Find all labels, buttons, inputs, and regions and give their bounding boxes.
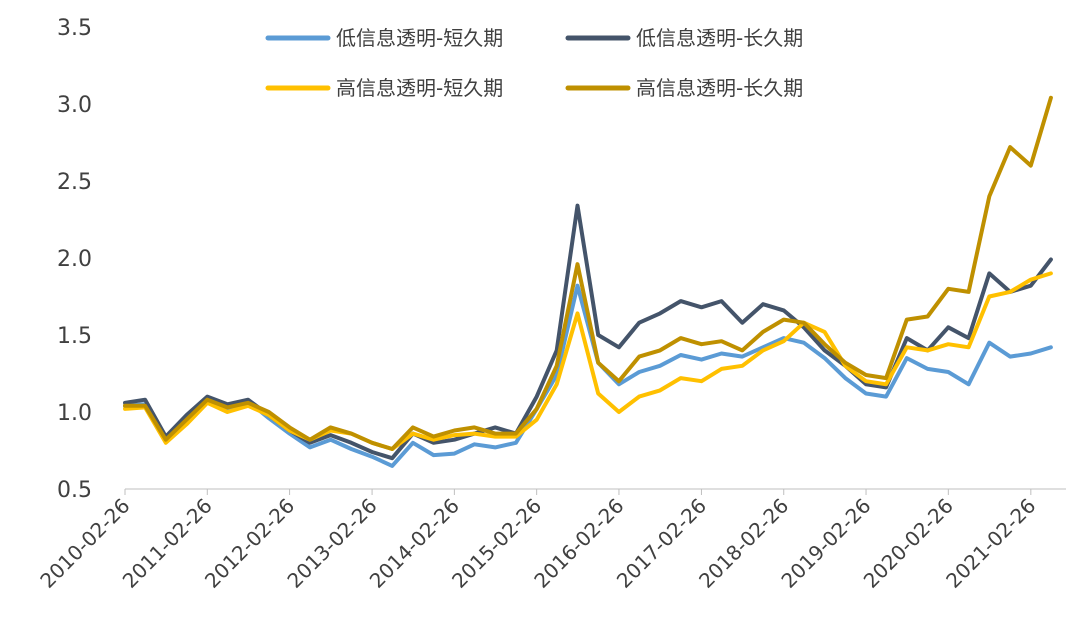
x-axis: 2010-02-262011-02-262012-02-262013-02-26… <box>35 488 1066 593</box>
legend-label: 高信息透明-长久期 <box>636 76 803 100</box>
series-line-4 <box>123 95 1053 451</box>
x-tick-label: 2021-02-26 <box>941 494 1040 593</box>
y-tick-label: 3.0 <box>57 93 92 118</box>
y-tick-label: 3.5 <box>57 16 92 41</box>
y-tick-label: 1.0 <box>57 401 92 426</box>
y-tick-label: 1.5 <box>57 324 92 349</box>
series-line-1 <box>123 283 1053 468</box>
y-tick-label: 0.5 <box>57 478 92 503</box>
legend-label: 低信息透明-长久期 <box>636 26 803 50</box>
series-lines <box>123 95 1053 468</box>
y-axis-tick-labels: 0.5 1.0 1.5 2.0 2.5 3.0 3.5 <box>57 16 92 503</box>
legend-label: 低信息透明-短久期 <box>336 26 503 50</box>
series-line-3 <box>123 271 1053 451</box>
y-tick-label: 2.0 <box>57 247 92 272</box>
y-tick-label: 2.5 <box>57 170 92 195</box>
legend-label: 高信息透明-短久期 <box>336 76 503 100</box>
